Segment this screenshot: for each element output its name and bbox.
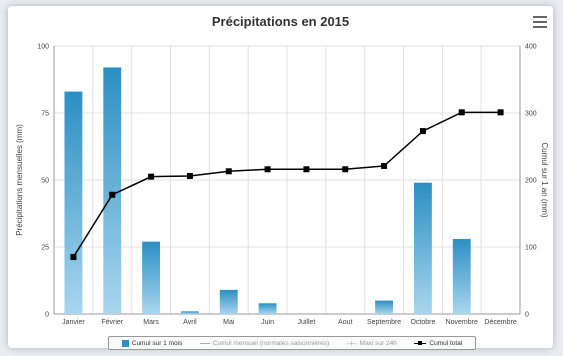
bar-cumul-mois[interactable] bbox=[64, 91, 83, 314]
chart-menu-icon[interactable] bbox=[533, 16, 547, 28]
y-left-axis-title: Précipitations mensuelles (mm) bbox=[15, 124, 24, 236]
legend-item-total[interactable]: Cumul total bbox=[414, 340, 462, 347]
x-tick-label: Janvier bbox=[62, 319, 85, 326]
legend-swatch-bar-icon bbox=[121, 339, 129, 347]
y-right-axis-title: Cumul sur 1 an (mm) bbox=[540, 142, 549, 217]
chart-legend: Cumul sur 1 mois Cumul mensuel (normales… bbox=[108, 336, 476, 350]
legend-swatch-marker-icon bbox=[414, 340, 427, 347]
x-tick-label: Février bbox=[101, 319, 123, 326]
bar-cumul-mois[interactable] bbox=[103, 67, 122, 314]
x-tick-label: Mai bbox=[223, 319, 235, 326]
y-right-tick-label: 100 bbox=[525, 245, 537, 252]
bar-cumul-mois[interactable] bbox=[180, 311, 199, 314]
legend-swatch-line-icon bbox=[199, 342, 210, 344]
x-tick-label: Septembre bbox=[367, 319, 401, 326]
legend-label: Cumul mensuel (normales saisonnières) bbox=[212, 339, 330, 347]
legend-item-monthly[interactable]: Cumul sur 1 mois bbox=[121, 339, 183, 347]
point-cumul-total[interactable] bbox=[303, 166, 310, 173]
point-cumul-total[interactable] bbox=[458, 109, 465, 116]
point-cumul-total[interactable] bbox=[419, 128, 426, 135]
y-right-tick-label: 300 bbox=[525, 111, 537, 118]
point-cumul-total[interactable] bbox=[186, 172, 193, 179]
line-cumul-total bbox=[72, 111, 501, 258]
x-tick-label: Avril bbox=[183, 319, 197, 326]
point-cumul-total[interactable] bbox=[497, 109, 504, 116]
y-left-tick-label: 25 bbox=[41, 245, 49, 252]
bar-cumul-mois[interactable] bbox=[142, 241, 161, 314]
legend-item-maxi[interactable]: -+- Maxi sur 24h bbox=[346, 338, 397, 348]
chart-plot: 0 25 50 75 100 0 100 200 300 400 Janvier Février Mar… bbox=[15, 44, 549, 327]
x-tick-label: Mars bbox=[143, 319, 159, 326]
bar-cumul-mois[interactable] bbox=[219, 289, 238, 314]
bar-cumul-mois[interactable] bbox=[258, 303, 277, 314]
point-cumul-total[interactable] bbox=[381, 162, 388, 169]
x-tick-label: Décembre bbox=[484, 319, 516, 326]
x-tick-label: Novembre bbox=[446, 319, 478, 326]
x-tick-label: Juin bbox=[261, 319, 274, 326]
point-cumul-total[interactable] bbox=[148, 173, 155, 180]
bar-cumul-mois[interactable] bbox=[413, 182, 432, 314]
legend-label: Cumul total bbox=[429, 339, 463, 347]
y-left-tick-label: 50 bbox=[41, 178, 49, 185]
point-cumul-total[interactable] bbox=[264, 166, 271, 173]
bar-cumul-mois[interactable] bbox=[375, 300, 394, 314]
x-tick-label: Aout bbox=[338, 319, 352, 326]
point-cumul-total[interactable] bbox=[225, 168, 232, 175]
y-left-tick-label: 0 bbox=[45, 312, 49, 319]
legend-label: Cumul sur 1 mois bbox=[131, 339, 183, 347]
x-tick-label: Octobre bbox=[410, 319, 435, 326]
point-cumul-total[interactable] bbox=[70, 254, 77, 261]
y-right-tick-label: 0 bbox=[525, 312, 529, 319]
y-left-tick-label: 75 bbox=[41, 111, 49, 118]
legend-item-normales[interactable]: Cumul mensuel (normales saisonnières) bbox=[199, 339, 330, 347]
y-right-tick-label: 400 bbox=[525, 44, 537, 51]
bar-cumul-mois[interactable] bbox=[452, 238, 471, 314]
point-cumul-total[interactable] bbox=[342, 166, 349, 173]
x-tick-label: Juillet bbox=[297, 319, 315, 326]
legend-swatch-plus-icon: -+- bbox=[346, 338, 357, 348]
chart-container: Précipitations en 2015 0 25 50 75 100 0 100 200… bbox=[8, 6, 553, 350]
y-right-tick-label: 200 bbox=[525, 178, 537, 185]
legend-label: Maxi sur 24h bbox=[359, 339, 397, 347]
y-left-tick-label: 100 bbox=[37, 44, 49, 51]
point-cumul-total[interactable] bbox=[109, 191, 116, 198]
chart-title: Précipitations en 2015 bbox=[211, 14, 350, 29]
